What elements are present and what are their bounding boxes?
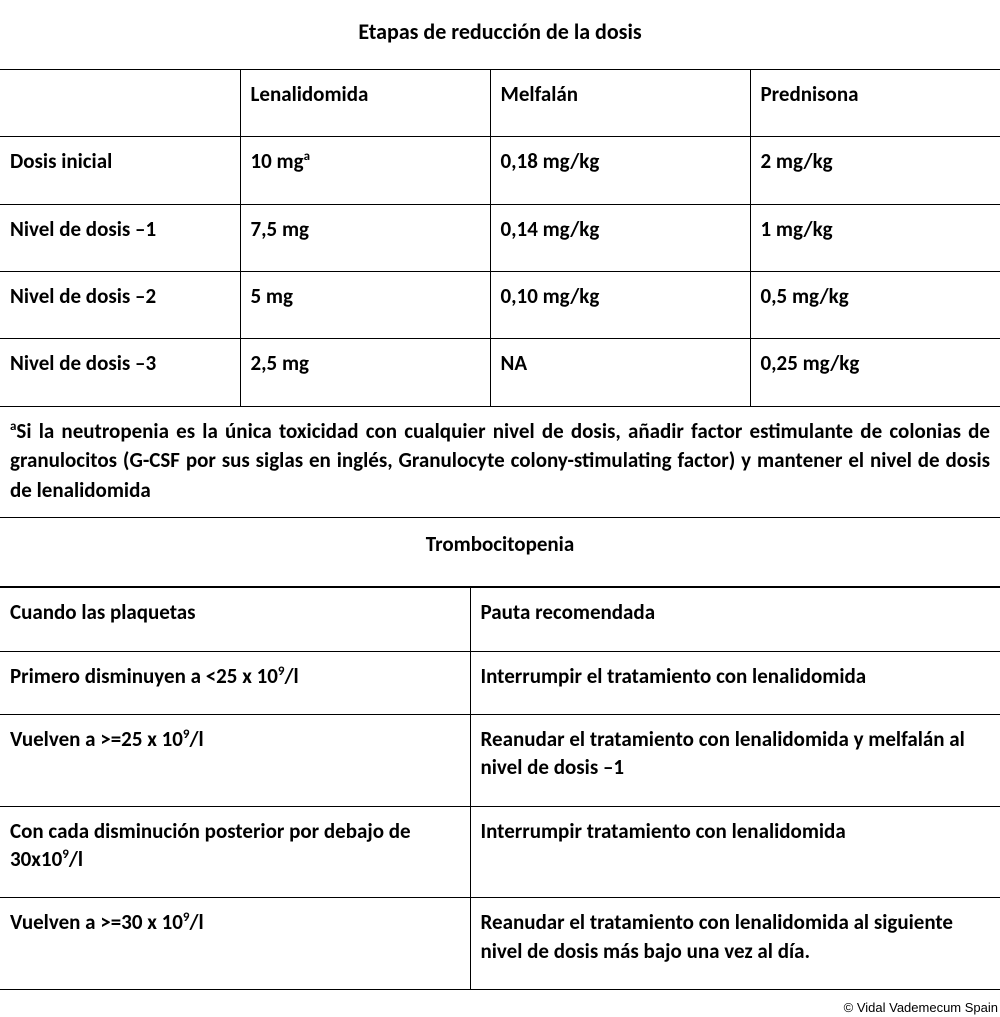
table-row: Nivel de dosis –25 mg0,10 mg/kg0,5 mg/kg (0, 272, 1000, 339)
table2-header-cell: Cuando las plaquetas (0, 588, 470, 651)
table-row: Vuelven a >=25 x 109/lReanudar el tratam… (0, 714, 1000, 806)
table1-cell: 0,18 mg/kg (490, 137, 750, 204)
table1-cell: NA (490, 339, 750, 406)
table1-cell: Nivel de dosis –3 (0, 339, 240, 406)
table1-cell: 5 mg (240, 272, 490, 339)
table1-title: Etapas de reducción de la dosis (0, 8, 1000, 69)
table-row: Vuelven a >=30 x 109/lReanudar el tratam… (0, 898, 1000, 990)
table1-cell: 1 mg/kg (750, 204, 1000, 271)
table1-cell: 0,25 mg/kg (750, 339, 1000, 406)
table1-header-cell: Prednisona (750, 70, 1000, 137)
table2-cell: Interrumpir el tratamiento con lenalidom… (470, 651, 1000, 714)
table-row: Nivel de dosis –17,5 mg0,14 mg/kg1 mg/kg (0, 204, 1000, 271)
table2-cell: Con cada disminución posterior por debaj… (0, 806, 470, 898)
table1-footnote: aSi la neutropenia es la única toxicidad… (0, 406, 1000, 517)
table1-cell: 2 mg/kg (750, 137, 1000, 204)
table2-title: Trombocitopenia (0, 517, 1000, 586)
table1-cell: 0,5 mg/kg (750, 272, 1000, 339)
table1-cell: 2,5 mg (240, 339, 490, 406)
document-page: Etapas de reducción de la dosis Lenalido… (0, 0, 1000, 990)
dose-reduction-table: LenalidomidaMelfalánPrednisonaDosis inic… (0, 69, 1000, 990)
thrombocytopenia-table: Cuando las plaquetasPauta recomendadaPri… (0, 587, 1000, 990)
table1-cell: 0,10 mg/kg (490, 272, 750, 339)
table2-cell: Reanudar el tratamiento con lenalidomida… (470, 898, 1000, 990)
table1-cell: 10 mga (240, 137, 490, 204)
table2-cell: Primero disminuyen a <25 x 109/l (0, 651, 470, 714)
table2-cell: Vuelven a >=25 x 109/l (0, 714, 470, 806)
table1-cell: Dosis inicial (0, 137, 240, 204)
table1-header-cell: Lenalidomida (240, 70, 490, 137)
copyright-label: © Vidal Vademecum Spain (844, 1000, 998, 1015)
table-row: Nivel de dosis –32,5 mgNA0,25 mg/kg (0, 339, 1000, 406)
table-row: Dosis inicial10 mga0,18 mg/kg2 mg/kg (0, 137, 1000, 204)
table2-header-cell: Pauta recomendada (470, 588, 1000, 651)
table1-header-cell (0, 70, 240, 137)
table1-cell: 7,5 mg (240, 204, 490, 271)
table1-cell: Nivel de dosis –2 (0, 272, 240, 339)
table2-cell: Vuelven a >=30 x 109/l (0, 898, 470, 990)
table1-header-cell: Melfalán (490, 70, 750, 137)
table1-cell: 0,14 mg/kg (490, 204, 750, 271)
table2-cell: Interrumpir tratamiento con lenalidomida (470, 806, 1000, 898)
table1-cell: Nivel de dosis –1 (0, 204, 240, 271)
table-row: Primero disminuyen a <25 x 109/lInterrum… (0, 651, 1000, 714)
table2-cell: Reanudar el tratamiento con lenalidomida… (470, 714, 1000, 806)
table-row: Con cada disminución posterior por debaj… (0, 806, 1000, 898)
